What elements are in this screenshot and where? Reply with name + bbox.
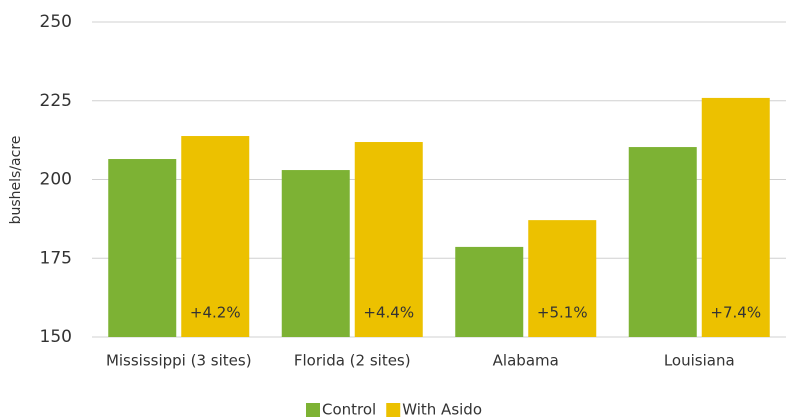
x-tick-label: Alabama — [493, 352, 559, 370]
y-axis-label: bushels/acre — [8, 136, 24, 225]
x-tick-label: Mississippi (3 sites) — [106, 352, 252, 370]
y-tick-label: 200 — [40, 170, 72, 190]
y-tick-label: 175 — [40, 248, 72, 268]
annotation: +7.4% — [710, 304, 761, 322]
bar — [181, 136, 250, 337]
annotation: +4.4% — [363, 304, 414, 322]
bar — [701, 97, 770, 337]
y-tick-label: 150 — [40, 327, 72, 347]
bar — [455, 246, 524, 337]
legend-label: With Asido — [402, 401, 482, 419]
x-tick-label: Florida (2 sites) — [294, 352, 411, 370]
legend-label: Control — [322, 401, 376, 419]
annotation: +4.2% — [190, 304, 241, 322]
bar — [628, 147, 697, 337]
bar — [108, 159, 177, 337]
legend-swatch — [306, 403, 320, 417]
legend-swatch — [386, 403, 401, 417]
y-tick-label: 225 — [40, 91, 72, 111]
bar — [354, 142, 423, 337]
x-tick-label: Louisiana — [664, 352, 735, 370]
y-tick-label: 250 — [40, 12, 72, 32]
bar — [528, 220, 597, 337]
annotation: +5.1% — [537, 304, 588, 322]
bar — [281, 170, 350, 337]
